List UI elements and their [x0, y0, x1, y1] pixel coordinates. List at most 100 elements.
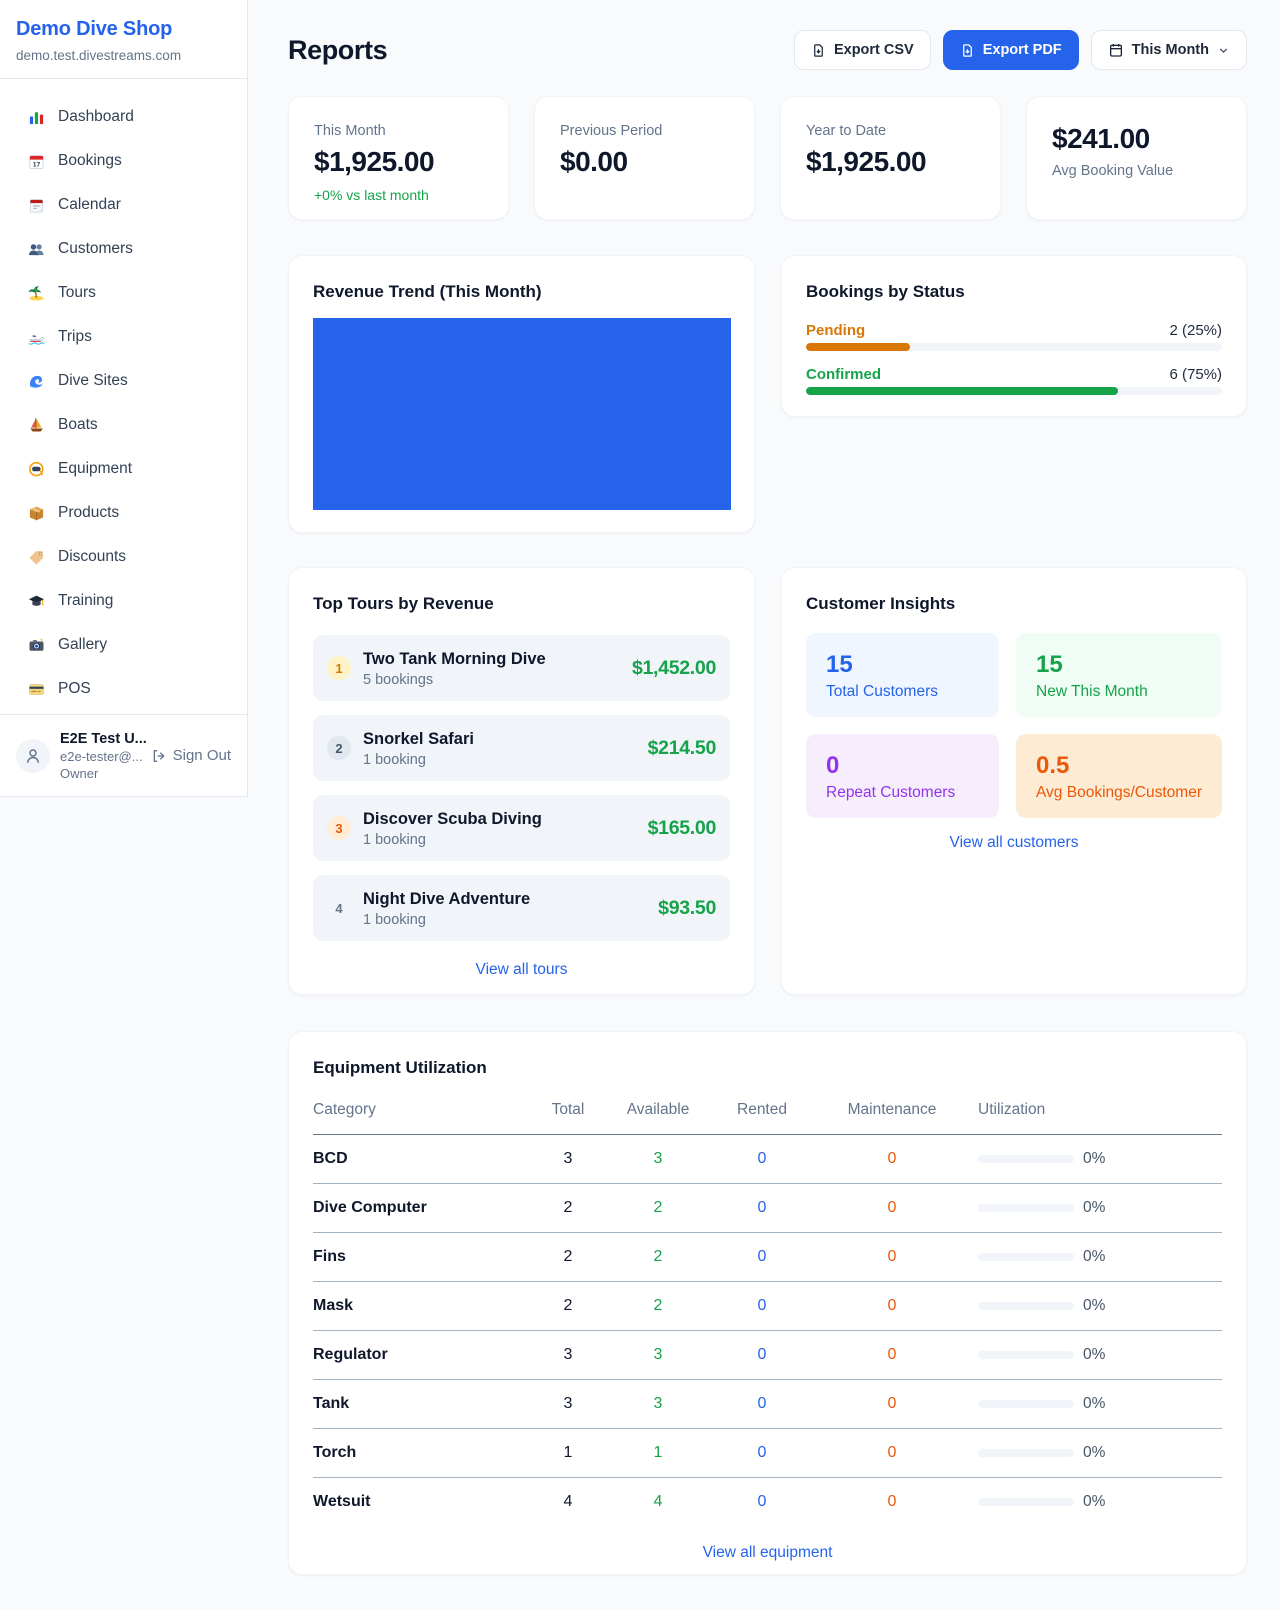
equipment-total: 2	[523, 1232, 613, 1282]
page-title: Reports	[288, 34, 388, 65]
insight-tiles: 15 Total Customers 15 New This Month 0 R…	[806, 633, 1222, 818]
utilization-text: 0%	[1083, 1493, 1106, 1511]
tour-name: Two Tank Morning Dive	[363, 649, 546, 668]
sidebar-nav: Dashboard 17 Bookings Calendar Customers…	[0, 79, 247, 714]
sidebar: Demo Dive Shop demo.test.divestreams.com…	[0, 0, 248, 797]
tear-off-calendar-icon	[26, 196, 46, 215]
equipment-table: Category Total Available Rented Maintena…	[313, 1085, 1222, 1527]
sidebar-item-calendar[interactable]: Calendar	[12, 183, 235, 227]
equipment-maintenance: 0	[821, 1281, 963, 1331]
sidebar-item-label: Bookings	[58, 152, 122, 169]
sidebar-item-discounts[interactable]: Discounts	[12, 535, 235, 579]
period-select[interactable]: This Month	[1090, 30, 1247, 70]
sidebar-item-dashboard[interactable]: Dashboard	[12, 95, 235, 139]
equipment-available: 4	[653, 1493, 663, 1511]
sidebar-item-boats[interactable]: Boats	[12, 403, 235, 447]
equipment-available: 2	[613, 1281, 703, 1331]
sidebar-item-label: Trips	[58, 328, 92, 345]
status-progress-fill	[806, 343, 910, 351]
sidebar-item-label: Customers	[58, 240, 133, 257]
file-download-icon	[814, 43, 823, 57]
sidebar-item-dive-sites[interactable]: Dive Sites	[12, 359, 235, 403]
user-email: e2e-tester@...	[60, 748, 143, 764]
desert-island-icon	[26, 284, 46, 303]
equipment-row: Fins 2 2 0 0 0%	[313, 1232, 1222, 1282]
ocean-wave-icon	[26, 372, 46, 391]
view-all-equipment-link[interactable]: View all equipment	[702, 1543, 833, 1561]
status-progress-fill	[806, 387, 1118, 395]
insight-tile-new-this-month: 15 New This Month	[1016, 633, 1222, 717]
utilization-bar	[978, 1351, 1074, 1359]
header-actions: Export CSV Export PDF This Month	[793, 30, 1247, 70]
revenue-trend-chart	[313, 318, 731, 510]
tile-label: Avg Bookings/Customer	[1036, 784, 1202, 801]
avatar	[16, 738, 50, 773]
col-header-total: Total	[523, 1085, 613, 1135]
equipment-available: 3	[613, 1379, 703, 1429]
stat-label: Avg Booking Value	[1052, 163, 1174, 179]
utilization-text: 0%	[1083, 1150, 1106, 1167]
equipment-utilization-card: Equipment Utilization Category Total Ava…	[288, 1031, 1247, 1575]
sidebar-item-training[interactable]: Training	[12, 579, 235, 623]
equipment-rented: 0	[703, 1232, 821, 1282]
utilization-bar	[978, 1400, 1074, 1408]
equipment-maintenance: 0	[821, 1330, 963, 1380]
tour-amount: $165.00	[647, 816, 717, 839]
tour-amount: $214.50	[647, 736, 717, 759]
sidebar-item-gallery[interactable]: Gallery	[12, 623, 235, 667]
revenue-trend-title: Revenue Trend (This Month)	[313, 282, 542, 301]
sign-out-button[interactable]: Sign Out	[151, 747, 231, 764]
equipment-row: Dive Computer 2 2 0 0 0%	[313, 1183, 1222, 1233]
utilization-cell: 0%	[978, 1493, 1222, 1511]
sidebar-item-label: Calendar	[58, 196, 121, 213]
package-box-icon	[26, 504, 46, 523]
tour-row[interactable]: 2 Snorkel Safari 1 booking $214.50	[313, 715, 730, 781]
export-pdf-button[interactable]: Export PDF	[942, 30, 1079, 70]
equipment-total: 3	[523, 1134, 613, 1184]
tile-label: Repeat Customers	[826, 784, 956, 801]
equipment-rented: 0	[703, 1330, 821, 1380]
equipment-rented: 0	[757, 1493, 767, 1511]
status-row-pending: Pending 2 (25%)	[806, 322, 1222, 351]
sidebar-item-label: Boats	[58, 416, 98, 433]
tour-row[interactable]: 1 Two Tank Morning Dive 5 bookings $1,452…	[313, 635, 730, 701]
sidebar-item-customers[interactable]: Customers	[12, 227, 235, 271]
customer-insights-card: Customer Insights 15 Total Customers 15 …	[781, 567, 1247, 995]
export-pdf-label: Export PDF	[982, 42, 1062, 58]
equipment-total: 1	[523, 1428, 613, 1478]
stat-card-year-to-date: Year to Date $1,925.00	[780, 96, 1001, 220]
tour-row[interactable]: 4 Night Dive Adventure 1 booking $93.50	[313, 875, 730, 941]
status-progress-track	[806, 343, 1222, 351]
sidebar-item-bookings[interactable]: 17 Bookings	[12, 139, 235, 183]
tile-label: New This Month	[1036, 683, 1148, 700]
equipment-available: 3	[613, 1134, 703, 1184]
customer-insights-title: Customer Insights	[806, 594, 956, 613]
status-progress-track	[806, 387, 1222, 395]
view-all-tours-link[interactable]: View all tours	[475, 961, 568, 978]
sidebar-item-label: Products	[58, 504, 120, 521]
equipment-available: 1	[613, 1428, 703, 1478]
brand-block: Demo Dive Shop demo.test.divestreams.com	[0, 0, 247, 79]
export-csv-button[interactable]: Export CSV	[793, 30, 931, 70]
sidebar-item-equipment[interactable]: Equipment	[12, 447, 235, 491]
credit-card-icon	[26, 680, 46, 699]
insight-tile-total-customers: 15 Total Customers	[806, 633, 999, 717]
sidebar-item-label: Dashboard	[58, 108, 134, 125]
sidebar-item-pos[interactable]: POS	[12, 667, 235, 711]
equipment-row: Torch 1 1 0 0 0%	[313, 1428, 1222, 1478]
utilization-cell: 0%	[978, 1346, 1222, 1364]
tour-amount: $93.50	[658, 896, 716, 919]
equipment-row: Wetsuit 4 4 0 0 0%	[313, 1478, 1222, 1527]
top-tours-card: Top Tours by Revenue 1 Two Tank Morning …	[288, 567, 755, 995]
sidebar-item-tours[interactable]: Tours	[12, 271, 235, 315]
tile-value: 15	[826, 651, 853, 678]
utilization-cell: 0%	[978, 1199, 1222, 1217]
equipment-row: Tank 3 3 0 0 0%	[313, 1379, 1222, 1429]
sidebar-item-products[interactable]: Products	[12, 491, 235, 535]
sidebar-item-trips[interactable]: Trips	[12, 315, 235, 359]
equipment-total: 3	[523, 1379, 613, 1429]
bookings-by-status-title: Bookings by Status	[806, 282, 965, 301]
tour-row[interactable]: 3 Discover Scuba Diving 1 booking $165.00	[313, 795, 730, 861]
view-all-customers-link[interactable]: View all customers	[949, 834, 1079, 851]
export-csv-label: Export CSV	[833, 42, 914, 58]
